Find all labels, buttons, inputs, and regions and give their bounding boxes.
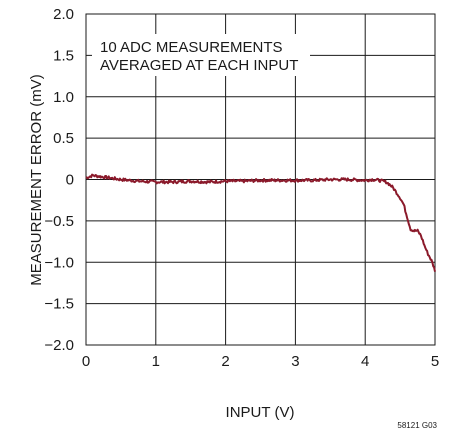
- x-tick-label: 5: [431, 353, 439, 370]
- y-tick-label: −0.5: [44, 213, 74, 230]
- annotation-line-2: AVERAGED AT EACH INPUT: [100, 57, 298, 74]
- x-tick-label: 3: [291, 353, 299, 370]
- y-tick-label: −1.5: [44, 296, 74, 313]
- y-tick-label: 2.0: [53, 6, 74, 23]
- figure-code: 58121 G03: [397, 421, 437, 430]
- y-tick-label: 0: [66, 172, 74, 189]
- y-tick-label: 1.0: [53, 89, 74, 106]
- y-tick-label: −2.0: [44, 337, 74, 354]
- series-line: [85, 173, 436, 272]
- y-tick-labels: 2.0 1.5 1.0 0.5 0 −0.5 −1.0 −1.5 −2.0: [44, 6, 74, 354]
- x-tick-label: 0: [82, 353, 90, 370]
- x-axis-title: INPUT (V): [226, 404, 295, 421]
- x-tick-label: 1: [152, 353, 160, 370]
- x-tick-labels: 0 1 2 3 4 5: [82, 353, 439, 370]
- plot-area-frame: [85, 13, 436, 346]
- x-tick-label: 2: [221, 353, 229, 370]
- y-axis-title: MEASUREMENT ERROR (mV): [28, 74, 45, 285]
- y-tick-label: −1.0: [44, 254, 74, 271]
- annotation-line-1: 10 ADC MEASUREMENTS: [100, 39, 283, 56]
- y-tick-label: 0.5: [53, 130, 74, 147]
- annotation-background: [92, 34, 310, 76]
- y-tick-label: 1.5: [53, 47, 74, 64]
- x-tick-label: 4: [361, 353, 369, 370]
